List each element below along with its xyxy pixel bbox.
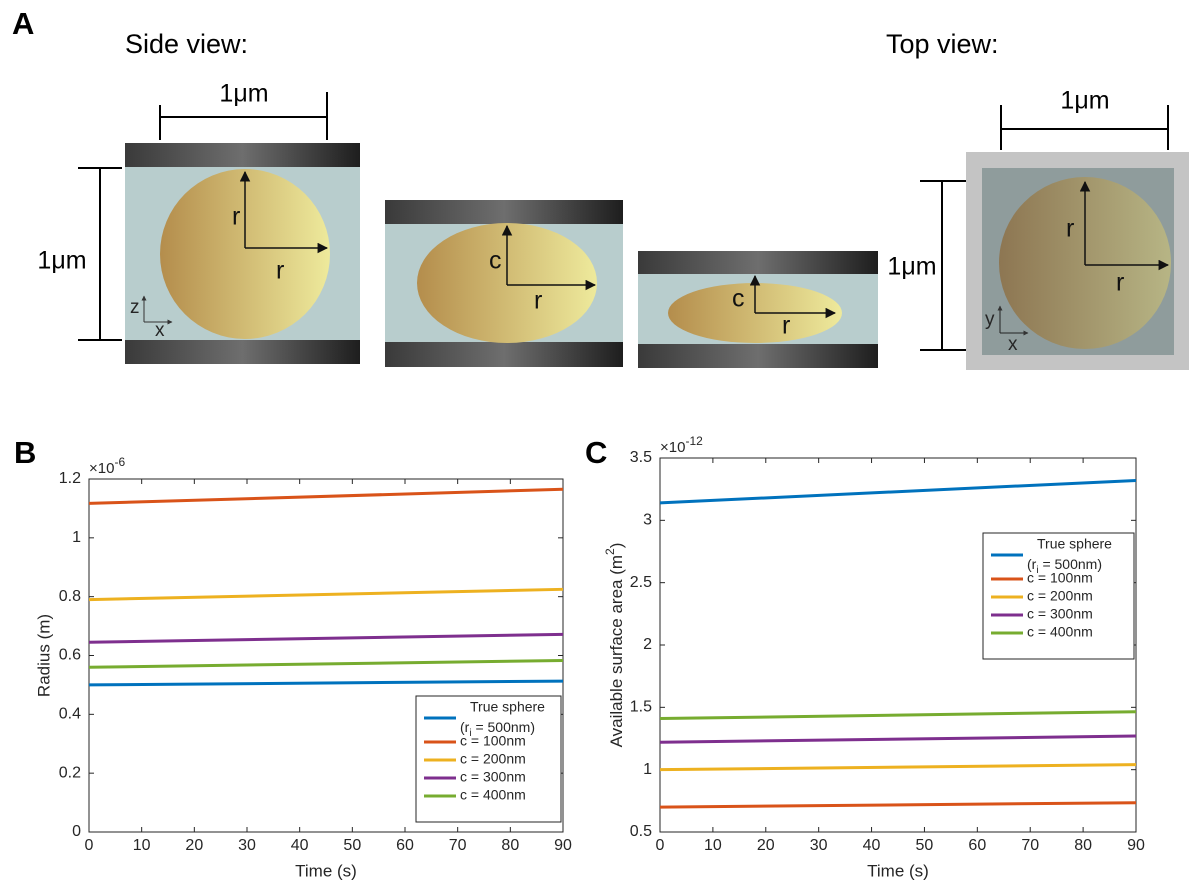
y-tick-label: 3 xyxy=(643,512,652,529)
arrow-label: r xyxy=(1116,269,1124,297)
legend-label: c = 200nm xyxy=(1027,588,1093,604)
plate xyxy=(638,251,878,274)
x-tick-label: 10 xyxy=(133,837,151,854)
chart: B 0 10 20 30 40 50 60 70 80 90 0 0.2 0.4 0.6 0.8 1 1.2 ×10… xyxy=(14,435,572,880)
axis-label: x xyxy=(1008,334,1018,355)
y-multiplier: ×10-12 xyxy=(660,434,703,456)
y-tick-label: 2 xyxy=(643,636,652,653)
y-tick-label: 1.5 xyxy=(630,699,652,716)
x-tick-label: 70 xyxy=(1021,837,1039,854)
y-tick-label: 2.5 xyxy=(630,574,652,591)
y-tick-label: 0 xyxy=(72,823,81,840)
scale-label: 1μm xyxy=(887,253,936,281)
arrow-label: r xyxy=(782,312,790,340)
plate xyxy=(385,200,623,224)
y-label-part: Available surface area (m xyxy=(607,555,626,747)
top-view-title: Top view: xyxy=(886,29,999,59)
line-series xyxy=(660,480,1136,502)
legend-label: c = 100nm xyxy=(460,733,526,749)
line-series xyxy=(89,681,563,685)
legend-label: c = 400nm xyxy=(1027,624,1093,640)
x-tick-label: 40 xyxy=(863,837,881,854)
x-tick-label: 80 xyxy=(1074,837,1092,854)
x-tick-label: 90 xyxy=(1127,837,1145,854)
y-tick-label: 1 xyxy=(72,529,81,546)
legend-label: c = 300nm xyxy=(1027,606,1093,622)
x-tick-label: 50 xyxy=(916,837,934,854)
legend-label: True sphere xyxy=(1037,536,1112,552)
x-tick-label: 20 xyxy=(185,837,203,854)
x-tick-label: 70 xyxy=(449,837,467,854)
arrow-label: r xyxy=(232,203,240,231)
line-series xyxy=(660,803,1136,807)
scale-label: 1μm xyxy=(219,80,268,108)
x-tick-label: 30 xyxy=(810,837,828,854)
line-series xyxy=(89,589,563,599)
plate xyxy=(125,143,360,167)
x-tick-label: 60 xyxy=(396,837,414,854)
line-series xyxy=(89,489,563,503)
axis-label: z xyxy=(130,297,140,318)
legend-label: c = 100nm xyxy=(1027,570,1093,586)
panel-label: B xyxy=(14,435,36,470)
panel-a: A Side view: Top view: r r z x 1μm 1μm c… xyxy=(12,6,1189,370)
plate xyxy=(385,342,623,367)
x-tick-label: 20 xyxy=(757,837,775,854)
y-tick-label: 0.8 xyxy=(59,588,81,605)
multiplier-exponent: -12 xyxy=(685,434,703,448)
multiplier-base: ×10 xyxy=(660,439,685,456)
x-axis-label: Time (s) xyxy=(295,861,357,880)
y-tick-label: 0.4 xyxy=(59,706,81,723)
plate xyxy=(125,340,360,364)
legend-label: c = 200nm xyxy=(460,751,526,767)
y-tick-label: 0.6 xyxy=(59,647,81,664)
line-series xyxy=(89,661,563,668)
side-view-title: Side view: xyxy=(125,29,248,59)
legend-label: True sphere xyxy=(470,699,545,715)
y-tick-label: 3.5 xyxy=(630,449,652,466)
multiplier-exponent: -6 xyxy=(114,455,125,469)
x-tick-label: 40 xyxy=(291,837,309,854)
arrow-label: r xyxy=(534,287,542,315)
x-tick-label: 90 xyxy=(554,837,572,854)
y-tick-label: 1 xyxy=(643,761,652,778)
y-tick-label: 1.2 xyxy=(59,470,81,487)
x-tick-label: 60 xyxy=(968,837,986,854)
arrow-label: c xyxy=(489,247,502,275)
x-axis-label: Time (s) xyxy=(867,861,929,880)
panel-label: C xyxy=(585,435,607,470)
line-series xyxy=(660,712,1136,719)
axis-label: y xyxy=(985,309,995,330)
axis-label: x xyxy=(155,320,165,341)
x-tick-label: 50 xyxy=(343,837,361,854)
y-multiplier: ×10-6 xyxy=(89,455,125,477)
x-tick-label: 30 xyxy=(238,837,256,854)
y-axis-label: Radius (m) xyxy=(34,614,53,697)
y-axis-label: Available surface area (m2) xyxy=(603,543,626,748)
arrow-label: c xyxy=(732,285,745,313)
arrow-label: r xyxy=(276,257,284,285)
x-tick-label: 80 xyxy=(501,837,519,854)
line-series xyxy=(89,634,563,642)
line-series xyxy=(660,736,1136,742)
x-tick-label: 10 xyxy=(704,837,722,854)
y-tick-label: 0.5 xyxy=(630,823,652,840)
scale-label: 1μm xyxy=(37,247,86,275)
x-tick-label: 0 xyxy=(85,837,94,854)
x-tick-label: 0 xyxy=(656,837,665,854)
line-series xyxy=(660,765,1136,770)
legend-label: c = 400nm xyxy=(460,787,526,803)
scale-label: 1μm xyxy=(1060,87,1109,115)
legend-label: c = 300nm xyxy=(460,769,526,785)
plate xyxy=(638,344,878,368)
y-tick-label: 0.2 xyxy=(59,764,81,781)
figure: A Side view: Top view: r r z x 1μm 1μm c… xyxy=(0,0,1191,886)
arrow-label: r xyxy=(1066,215,1074,243)
multiplier-base: ×10 xyxy=(89,460,114,477)
panel-label: A xyxy=(12,6,34,41)
chart: C 0 10 20 30 40 50 60 70 80 90 0.5 1 1.5 2 2.5 3 3.5 ×10-1… xyxy=(585,434,1145,880)
y-label-part: ) xyxy=(607,543,626,549)
